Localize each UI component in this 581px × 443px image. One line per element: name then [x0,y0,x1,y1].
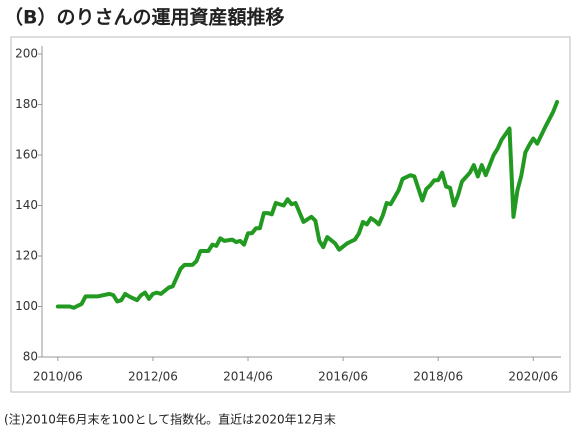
y-tick-label: 80 [23,350,38,364]
y-tick-label: 100 [15,299,38,313]
data-line [55,99,560,310]
y-tick-label: 200 [15,47,38,61]
x-tick-label: 2016/06 [318,370,368,384]
chart-frame [10,36,571,393]
y-tick-label: 120 [15,249,38,263]
y-tick-label: 140 [15,198,38,212]
x-tick-label: 2014/06 [223,370,273,384]
chart-title: （B）のりさんの運用資産額推移 [4,6,284,29]
x-tick-label: 2018/06 [413,370,463,384]
note: (注)2010年6月末を100として指数化。直近は2020年12月末 [4,412,336,427]
x-tick-label: 2020/06 [508,370,558,384]
y-tick-label: 180 [15,97,38,111]
y-tick-label: 160 [15,148,38,162]
x-tick-label: 2012/06 [128,370,178,384]
x-tick-label: 2010/06 [33,370,83,384]
